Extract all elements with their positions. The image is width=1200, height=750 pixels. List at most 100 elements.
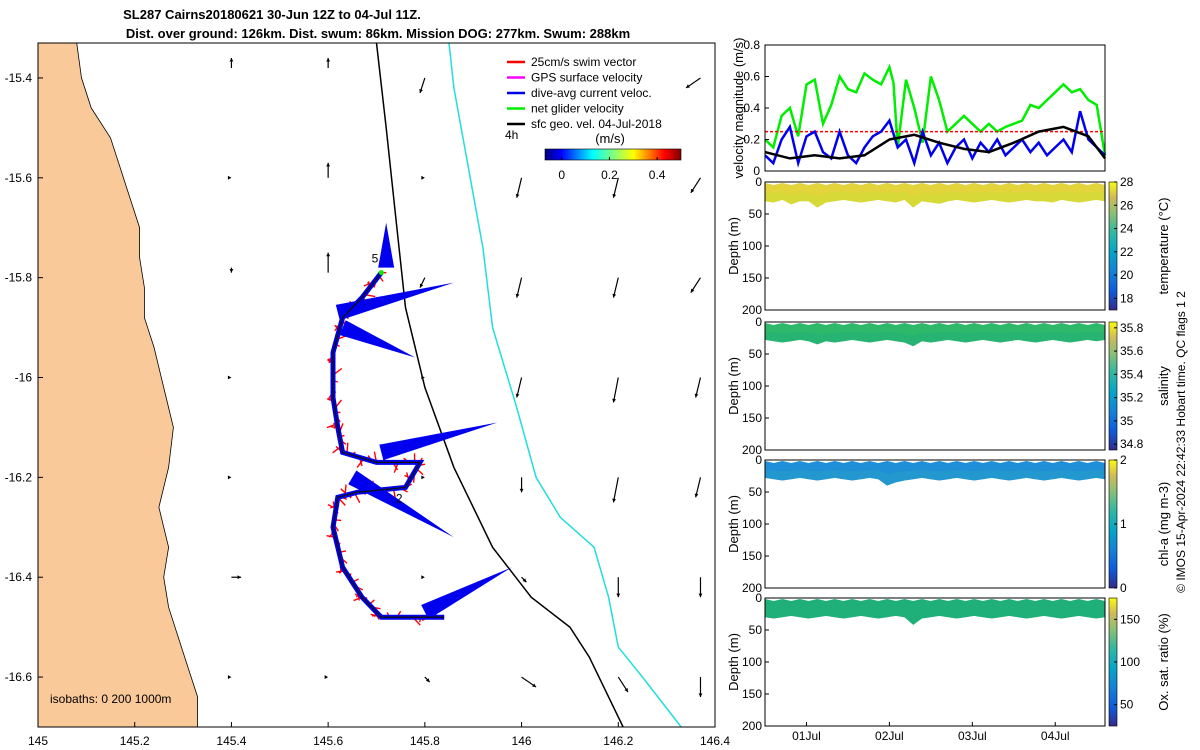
velocity-series-line (764, 125, 1106, 160)
section-deep-band (765, 331, 1105, 347)
glider-track (332, 272, 445, 618)
section-deep-band (765, 607, 1105, 625)
geo-vector-head (326, 162, 331, 167)
section-colorbar-label: temperature (°C) (1156, 198, 1171, 295)
geo-vector-head (227, 175, 232, 180)
map-x-tick-label: 146.2 (603, 734, 633, 748)
legend-label: sfc geo. vel. 04-Jul-2018 (531, 117, 662, 131)
map-y-tick-label: -16.2 (5, 470, 33, 484)
current-vector (379, 422, 498, 461)
net-glider-velocity (378, 270, 384, 276)
time-tick-label: 01Jul (792, 729, 821, 743)
section-colorbar-tick-label: 34.8 (1120, 437, 1144, 451)
geo-vector-head (421, 475, 425, 480)
section-colorbar-tick-label: 100 (1120, 655, 1140, 669)
geo-vector-head (612, 293, 617, 298)
geo-vector-head (229, 57, 234, 62)
geo-vector-head (421, 575, 425, 580)
map-x-tick-label: 145.8 (410, 734, 440, 748)
section-y-tick-label: 50 (749, 485, 763, 499)
map-y-tick-label: -16 (15, 371, 33, 385)
geo-vector-head (326, 57, 331, 62)
current-vector (335, 282, 454, 321)
footer-credit: © IMOS 15-Apr-2024 22:42:33 Hobart time.… (1174, 291, 1188, 593)
geo-vector-head (326, 252, 331, 257)
section-colorbar-tick-label: 20 (1120, 268, 1134, 282)
geo-vector-head (227, 475, 232, 480)
current-vector (339, 320, 416, 358)
map-x-tick-label: 145.2 (120, 734, 150, 748)
geo-vector-head (612, 398, 617, 403)
legend-note: 4h (505, 128, 518, 142)
map-x-tick-label: 146.4 (700, 734, 730, 748)
velocity-series-line (764, 63, 1107, 156)
map-legend: 25cm/s swim vector GPS surface velocitydi… (500, 52, 685, 182)
geo-vector-head (419, 283, 424, 288)
map-x-tick-label: 145 (28, 734, 48, 748)
velocity-series-line (764, 110, 1106, 168)
legend-label: GPS surface velocity (531, 71, 642, 85)
time-tick-label: 04Jul (1041, 729, 1070, 743)
day-marker-label: 5 (372, 252, 379, 266)
geo-vector-head (515, 293, 520, 298)
geo-vector (612, 477, 619, 503)
section-panel-salinity: 0 50 100 150 200 Depth (m) 34.8 35 35.2 35.4 35.6 3… (726, 315, 1171, 457)
section-y-tick-label: 0 (755, 453, 762, 467)
map-y-tick-label: -15.6 (5, 171, 33, 185)
current-vector (348, 470, 454, 538)
velocity-y-tick-label: 0.2 (743, 133, 760, 147)
section-colorbar (1108, 181, 1118, 311)
section-y-tick-label: 100 (742, 379, 762, 393)
velocity-y-label: velocity magnitude (m/s) (731, 38, 746, 179)
geo-vector-head (694, 493, 699, 498)
section-y-tick-label: 100 (742, 655, 762, 669)
section-y-tick-label: 0 (755, 591, 762, 605)
legend-box (500, 52, 685, 136)
section-y-tick-label: 150 (742, 411, 762, 425)
land-mass (38, 43, 199, 727)
section-y-tick-label: 50 (749, 623, 763, 637)
section-colorbar-tick-label: 35.6 (1120, 344, 1144, 358)
section-y-tick-label: 200 (742, 303, 762, 317)
section-y-tick-label: 200 (742, 719, 762, 733)
geo-vector-head (515, 193, 520, 198)
time-tick-label: 02Jul (875, 729, 904, 743)
day-marker-label: 2 (396, 491, 403, 505)
legend-label: dive-avg current veloc. (531, 86, 652, 100)
section-y-label: Depth (m) (726, 357, 741, 415)
geo-vector-head (421, 175, 425, 180)
isobaths-label: isobaths: 0 200 1000m (50, 692, 171, 706)
geo-vector-head (698, 593, 703, 598)
legend-label: 25cm/s swim vector (531, 55, 636, 69)
section-y-tick-label: 150 (742, 271, 762, 285)
section-background (765, 460, 1105, 588)
geo-vector-head (425, 678, 430, 683)
section-background (765, 598, 1105, 726)
geo-vector-head (515, 393, 520, 398)
section-colorbar-label: Ox. sat. ratio (%) (1156, 613, 1171, 711)
section-colorbar-tick-label: 2 (1120, 453, 1127, 467)
geo-vector-head (324, 675, 329, 679)
section-y-tick-label: 200 (742, 443, 762, 457)
geo-vector-head (690, 188, 695, 193)
map-y-tick-label: -15.4 (5, 71, 33, 85)
chart-title-line1: SL287 Cairns20180621 30-Jun 12Z to 04-Ju… (123, 7, 421, 22)
geo-vector-head (229, 269, 234, 273)
geo-vector-head (624, 688, 628, 693)
geo-vector-head (421, 375, 425, 380)
velocity-background (765, 45, 1105, 171)
geo-vector-head (519, 488, 524, 493)
geo-vector-head (227, 675, 232, 679)
map-y-tick-label: -16.6 (5, 670, 33, 684)
section-y-tick-label: 150 (742, 687, 762, 701)
section-background (765, 322, 1105, 450)
section-y-tick-label: 50 (749, 347, 763, 361)
colorbar-tick-label: 0.2 (601, 168, 618, 182)
section-colorbar-label: chl-a (mg m-3) (1156, 482, 1171, 567)
map-y-tick-label: -15.8 (5, 271, 33, 285)
section-colorbar-tick-label: 35.8 (1120, 321, 1144, 335)
section-colorbar-tick-label: 35.4 (1120, 367, 1144, 381)
